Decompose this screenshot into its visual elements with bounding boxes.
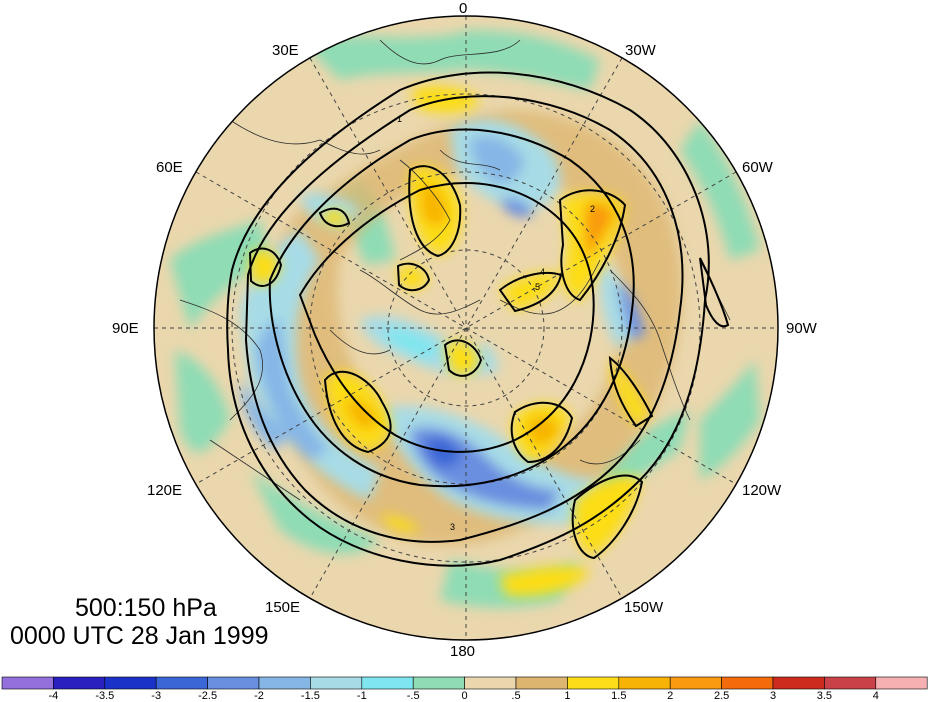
colorbar-swatch <box>669 676 722 690</box>
longitude-label-90e: 90E <box>112 320 139 337</box>
colorbar-swatch <box>310 676 363 690</box>
colorbar-tick-label: -.5 <box>406 690 420 702</box>
colorbar-swatch <box>155 676 208 690</box>
level-label: 500:150 hPa <box>75 594 217 622</box>
longitude-label-60e: 60E <box>156 159 183 176</box>
colorbar-swatch <box>464 676 517 690</box>
colorbar-tick-label: 2.5 <box>713 690 730 702</box>
colorbar-tick-label: 1 <box>564 690 571 702</box>
colorbar-tick-label: -2.5 <box>198 690 218 702</box>
contour-label: 3 <box>450 522 455 532</box>
longitude-label-30e: 30E <box>272 42 299 59</box>
longitude-label-0: 0 <box>459 0 468 17</box>
longitude-label-180: 180 <box>450 643 476 660</box>
colorbar-swatch <box>207 676 260 690</box>
colorbar-tick-label: -3.5 <box>95 690 115 702</box>
colorbar-tick-label: .5 <box>511 690 521 702</box>
colorbar-swatch <box>104 676 157 690</box>
colorbar <box>1 676 928 690</box>
graticule <box>154 16 778 640</box>
colorbar-tick-label: -2 <box>254 690 264 702</box>
colorbar-tick-label: -4 <box>48 690 59 702</box>
longitude-label-120e: 120E <box>147 482 183 499</box>
contour-label: 4 <box>540 267 545 277</box>
contour-lines <box>226 71 730 567</box>
colorbar-tick-label: 3 <box>769 690 777 702</box>
colorbar-swatch <box>258 676 311 690</box>
longitude-label-30w: 30W <box>625 42 656 59</box>
longitude-label-120w: 120W <box>742 482 782 499</box>
colorbar-swatch <box>1 676 54 690</box>
time-label: 0000 UTC 28 Jan 1999 <box>10 622 269 650</box>
longitude-label-150e: 150E <box>265 599 301 616</box>
polar-stereographic-map: 1 2 3 4 5 <box>153 15 779 641</box>
contour-label: 2 <box>590 204 595 214</box>
colorbar-tick-label: -1 <box>356 690 367 702</box>
longitude-label-150w: 150W <box>624 599 664 616</box>
contour-label: 1 <box>397 114 402 124</box>
contour-label-group: 1 2 3 4 5 <box>397 114 595 532</box>
longitude-label-60w: 60W <box>742 159 773 176</box>
colorbar-swatch <box>53 676 106 690</box>
contour-label: 5 <box>535 282 540 292</box>
colorbar-swatch <box>515 676 568 690</box>
colorbar-tick-label: 1.5 <box>611 690 627 702</box>
colorbar-swatch <box>618 676 671 690</box>
colorbar-swatch <box>412 676 465 690</box>
colorbar-tick-label: 3.5 <box>816 690 833 702</box>
longitude-label-90w: 90W <box>786 320 817 337</box>
colorbar-tick-label: 0 <box>461 690 468 702</box>
colorbar-tick-label: -1.5 <box>300 690 320 702</box>
colorbar-tick-label: 4 <box>872 690 879 702</box>
colorbar-swatch <box>361 676 414 690</box>
colorbar-swatch <box>721 676 774 690</box>
colorbar-tick-label: 2 <box>667 690 674 702</box>
colorbar-swatch <box>772 676 825 690</box>
colorbar-swatch <box>567 676 620 690</box>
colorbar-swatch <box>824 676 877 690</box>
colorbar-swatch <box>875 676 928 690</box>
map-boundary <box>153 15 779 641</box>
colorbar-tick-label: -3 <box>151 690 162 702</box>
